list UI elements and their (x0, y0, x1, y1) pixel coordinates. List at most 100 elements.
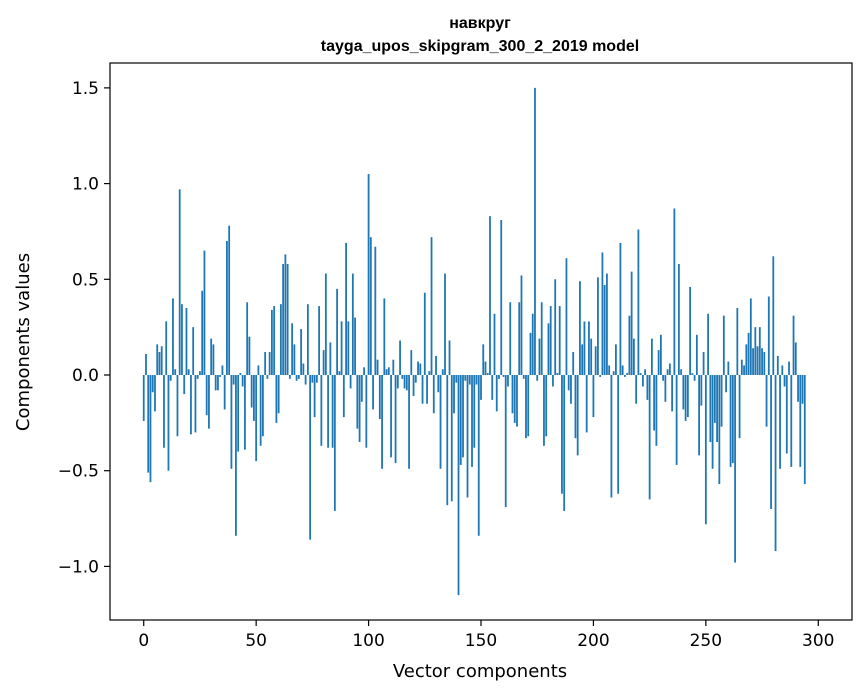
bar (657, 350, 660, 375)
bar (196, 375, 199, 379)
bar (695, 334, 698, 375)
bar (378, 375, 381, 420)
bar (752, 348, 754, 375)
bar (770, 375, 772, 509)
bar (608, 365, 611, 375)
bar (758, 327, 761, 375)
bar (291, 323, 294, 375)
bar (745, 344, 748, 375)
bar (659, 334, 662, 375)
bar (653, 375, 656, 431)
bar (235, 375, 237, 536)
bar (154, 375, 156, 412)
bar (275, 375, 278, 423)
bar (597, 277, 599, 375)
bar (747, 332, 750, 375)
bar (572, 352, 575, 375)
bar (599, 375, 602, 377)
bar (313, 375, 316, 418)
bar (248, 336, 251, 375)
bar (617, 375, 620, 494)
bar (333, 375, 336, 511)
bar (300, 329, 303, 375)
bar (408, 375, 410, 469)
bar (390, 375, 392, 458)
bar (495, 375, 498, 412)
y-axis: −1.0 −0.5 0.0 0.5 1.0 1.5 (58, 79, 110, 577)
bar (601, 252, 604, 375)
bar (641, 375, 644, 387)
bar (554, 279, 557, 375)
bar (803, 375, 806, 485)
y-tick-label: 1.0 (72, 175, 99, 195)
bar (594, 346, 597, 375)
bar (619, 242, 622, 375)
bar (788, 361, 790, 375)
bar (363, 367, 365, 375)
bar (293, 344, 296, 375)
bar (230, 375, 233, 469)
bar (743, 365, 745, 375)
bar (329, 342, 332, 375)
bar (432, 375, 435, 414)
bar (268, 352, 271, 375)
bar (689, 286, 692, 375)
bar (686, 375, 689, 418)
bar (437, 375, 440, 393)
bar (385, 369, 388, 375)
bar (221, 365, 224, 375)
bar (309, 375, 312, 540)
bar (756, 346, 759, 375)
bar (174, 369, 177, 375)
bar (426, 375, 428, 404)
bar (210, 338, 213, 375)
bar (142, 375, 145, 421)
bar (504, 375, 507, 508)
bar (772, 256, 775, 375)
bar (392, 359, 395, 375)
bar (549, 306, 552, 375)
bar (727, 361, 730, 375)
bar (462, 375, 464, 458)
bar (749, 298, 752, 375)
bar (511, 375, 514, 414)
bar (199, 371, 201, 375)
x-tick-label: 100 (352, 631, 384, 651)
bar (797, 375, 799, 402)
chart-subtitle: tayga_upos_skipgram_300_2_2019 model (321, 38, 639, 55)
bar (439, 375, 442, 469)
bar (736, 308, 739, 375)
bar (212, 344, 215, 375)
bar (354, 317, 356, 375)
bar (237, 375, 240, 452)
bar (421, 375, 424, 404)
bar (185, 308, 188, 375)
bar (453, 375, 455, 414)
bar (322, 350, 325, 375)
bar (518, 302, 521, 375)
bar (527, 375, 530, 437)
bar (172, 298, 174, 375)
bar (543, 375, 545, 446)
bar (734, 375, 736, 563)
bar (628, 315, 631, 375)
bar (637, 229, 640, 375)
bar (574, 375, 577, 439)
bar (273, 306, 276, 375)
y-axis-label: Components values (13, 253, 34, 431)
bar (646, 375, 649, 400)
bar (387, 367, 390, 375)
bar (345, 242, 347, 375)
bar (327, 375, 329, 448)
bar (754, 327, 757, 375)
bar (635, 375, 638, 404)
bar (493, 313, 496, 375)
bar (464, 375, 467, 381)
bar (340, 321, 343, 375)
bar (342, 375, 345, 418)
bar (187, 369, 190, 375)
bar (253, 375, 255, 421)
bar (228, 225, 231, 375)
bar (441, 369, 444, 375)
